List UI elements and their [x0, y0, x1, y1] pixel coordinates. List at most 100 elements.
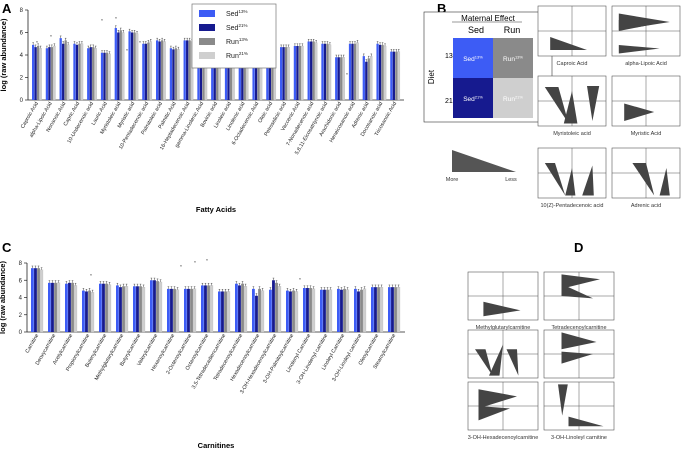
glyph-wedge	[659, 168, 670, 196]
glyph-label: 3-OH-Hexadecenoylcarnitine	[468, 435, 539, 441]
bar-sed21-11	[186, 40, 189, 100]
bar-sed13-14	[224, 41, 228, 100]
legend-swatch-sed21	[199, 24, 215, 31]
bar-sed13-11	[218, 291, 221, 332]
bar-run13-22	[340, 57, 343, 100]
bar-run21-0	[40, 269, 44, 333]
glyph-wedge	[544, 87, 569, 124]
bar-run13-6	[119, 30, 122, 100]
bar-run13-4	[105, 283, 108, 332]
bar-run21-18	[346, 289, 350, 333]
glyph-label: Adrenic acid	[631, 203, 661, 209]
bar-run21-20	[314, 42, 318, 101]
panel-d-label: D	[574, 240, 583, 255]
legend-swatch-run13	[199, 38, 215, 45]
legend: Sed13% Sed21% Run13% Run21%	[191, 3, 277, 69]
bar-run21-5	[125, 286, 129, 333]
bar-run13-15	[243, 42, 246, 100]
bar-sed21-20	[374, 287, 377, 332]
bar-run21-12	[244, 286, 248, 333]
bar-sed13-3	[73, 43, 76, 100]
bar-run13-15	[292, 290, 295, 332]
y-tick-label: 8	[19, 261, 23, 267]
bar-sed21-25	[378, 44, 382, 100]
bar-run13-16	[257, 46, 260, 100]
glyph-caproic-acid: Caproic Acid	[537, 5, 607, 67]
glyph-wedge	[563, 91, 578, 124]
bar-sed21-19	[357, 291, 360, 332]
y-tick-label: 8	[20, 8, 24, 14]
bar-sed21-6	[136, 286, 139, 332]
bar-run13-14	[229, 41, 233, 100]
bar-sed21-15	[289, 291, 292, 332]
key-cell-sed21	[453, 78, 493, 118]
bar-run13-13	[258, 288, 261, 332]
glyph-wedge	[618, 20, 650, 31]
panel-c-label: C	[2, 240, 12, 255]
key-diet-label: Diet	[427, 69, 436, 84]
bar-sed13-5	[116, 285, 119, 332]
y-tick-label: 2	[20, 76, 24, 82]
glyph-wedge	[550, 37, 587, 50]
bar-run21-20	[380, 287, 384, 333]
significance-marker: *	[115, 16, 117, 21]
bar-sed21-13	[213, 46, 216, 100]
scale-more-label: More	[446, 177, 459, 183]
y-tick-label: 6	[20, 31, 24, 37]
glyph-wedge	[475, 349, 493, 376]
bar-sed21-2	[62, 43, 65, 100]
bar-sed13-13	[252, 288, 255, 332]
bar-sed21-4	[102, 283, 105, 332]
bar-run21-15	[295, 291, 299, 333]
legend-swatch-run21	[199, 52, 215, 59]
bar-run13-5	[105, 52, 109, 100]
significance-marker: *	[50, 34, 52, 39]
bar-run21-8	[176, 289, 180, 333]
bar-sed13-4	[99, 283, 102, 332]
bar-sed21-13	[255, 295, 258, 332]
significance-marker: *	[90, 273, 92, 278]
bar-sed13-0	[31, 268, 34, 332]
bar-sed13-8	[142, 43, 145, 100]
fatty-acid-glyphs: Caproic Acid alpha-Lipoic Acid Myristoleic…	[537, 5, 681, 209]
bar-run13-23	[353, 43, 357, 100]
bar-sed13-17	[266, 46, 269, 100]
bar-sed21-1	[48, 47, 51, 100]
glyph-label: Tetradecenoylcarnitine	[551, 325, 606, 331]
bar-run21-22	[342, 57, 345, 101]
bar-sed21-6	[117, 32, 120, 100]
key-row-21: 21%	[445, 98, 459, 105]
bar-sed13-7	[128, 31, 131, 100]
key-cell-run21	[493, 78, 533, 118]
bar-run21-14	[278, 286, 282, 333]
bar-sed13-14	[269, 289, 272, 332]
bar-sed13-15	[238, 43, 241, 100]
bar-sed13-3	[82, 290, 85, 332]
bar-run13-17	[326, 289, 329, 332]
bar-run13-17	[271, 46, 274, 100]
bar-sed21-16	[254, 46, 258, 100]
glyph-wedge	[506, 349, 519, 376]
bar-run21-4	[108, 284, 112, 333]
bar-sed21-22	[337, 57, 340, 100]
bar-run21-11	[227, 291, 231, 333]
bar-run13-13	[216, 46, 219, 100]
bar-sed13-17	[320, 289, 323, 332]
glyph-wedge	[624, 103, 655, 121]
bar-run13-5	[122, 286, 125, 332]
bar-sed13-2	[59, 38, 62, 100]
bar-sed13-10	[201, 285, 204, 332]
y-tick-label: 0	[19, 330, 23, 336]
bar-sed21-26	[392, 51, 395, 100]
bar-run13-24	[367, 58, 370, 100]
glyph-wedge	[561, 274, 600, 289]
maternal-effect-key: Maternal Effect Sed Run Diet 13% 21% Sed…	[423, 11, 553, 183]
bar-sed21-18	[340, 289, 343, 332]
bar-sed21-9	[187, 288, 190, 332]
key-title: Maternal Effect	[461, 14, 515, 23]
bar-sed21-19	[296, 46, 299, 100]
glyph-wedge	[489, 344, 503, 376]
bar-sed13-20	[371, 287, 374, 332]
bar-sed13-4	[87, 48, 90, 100]
